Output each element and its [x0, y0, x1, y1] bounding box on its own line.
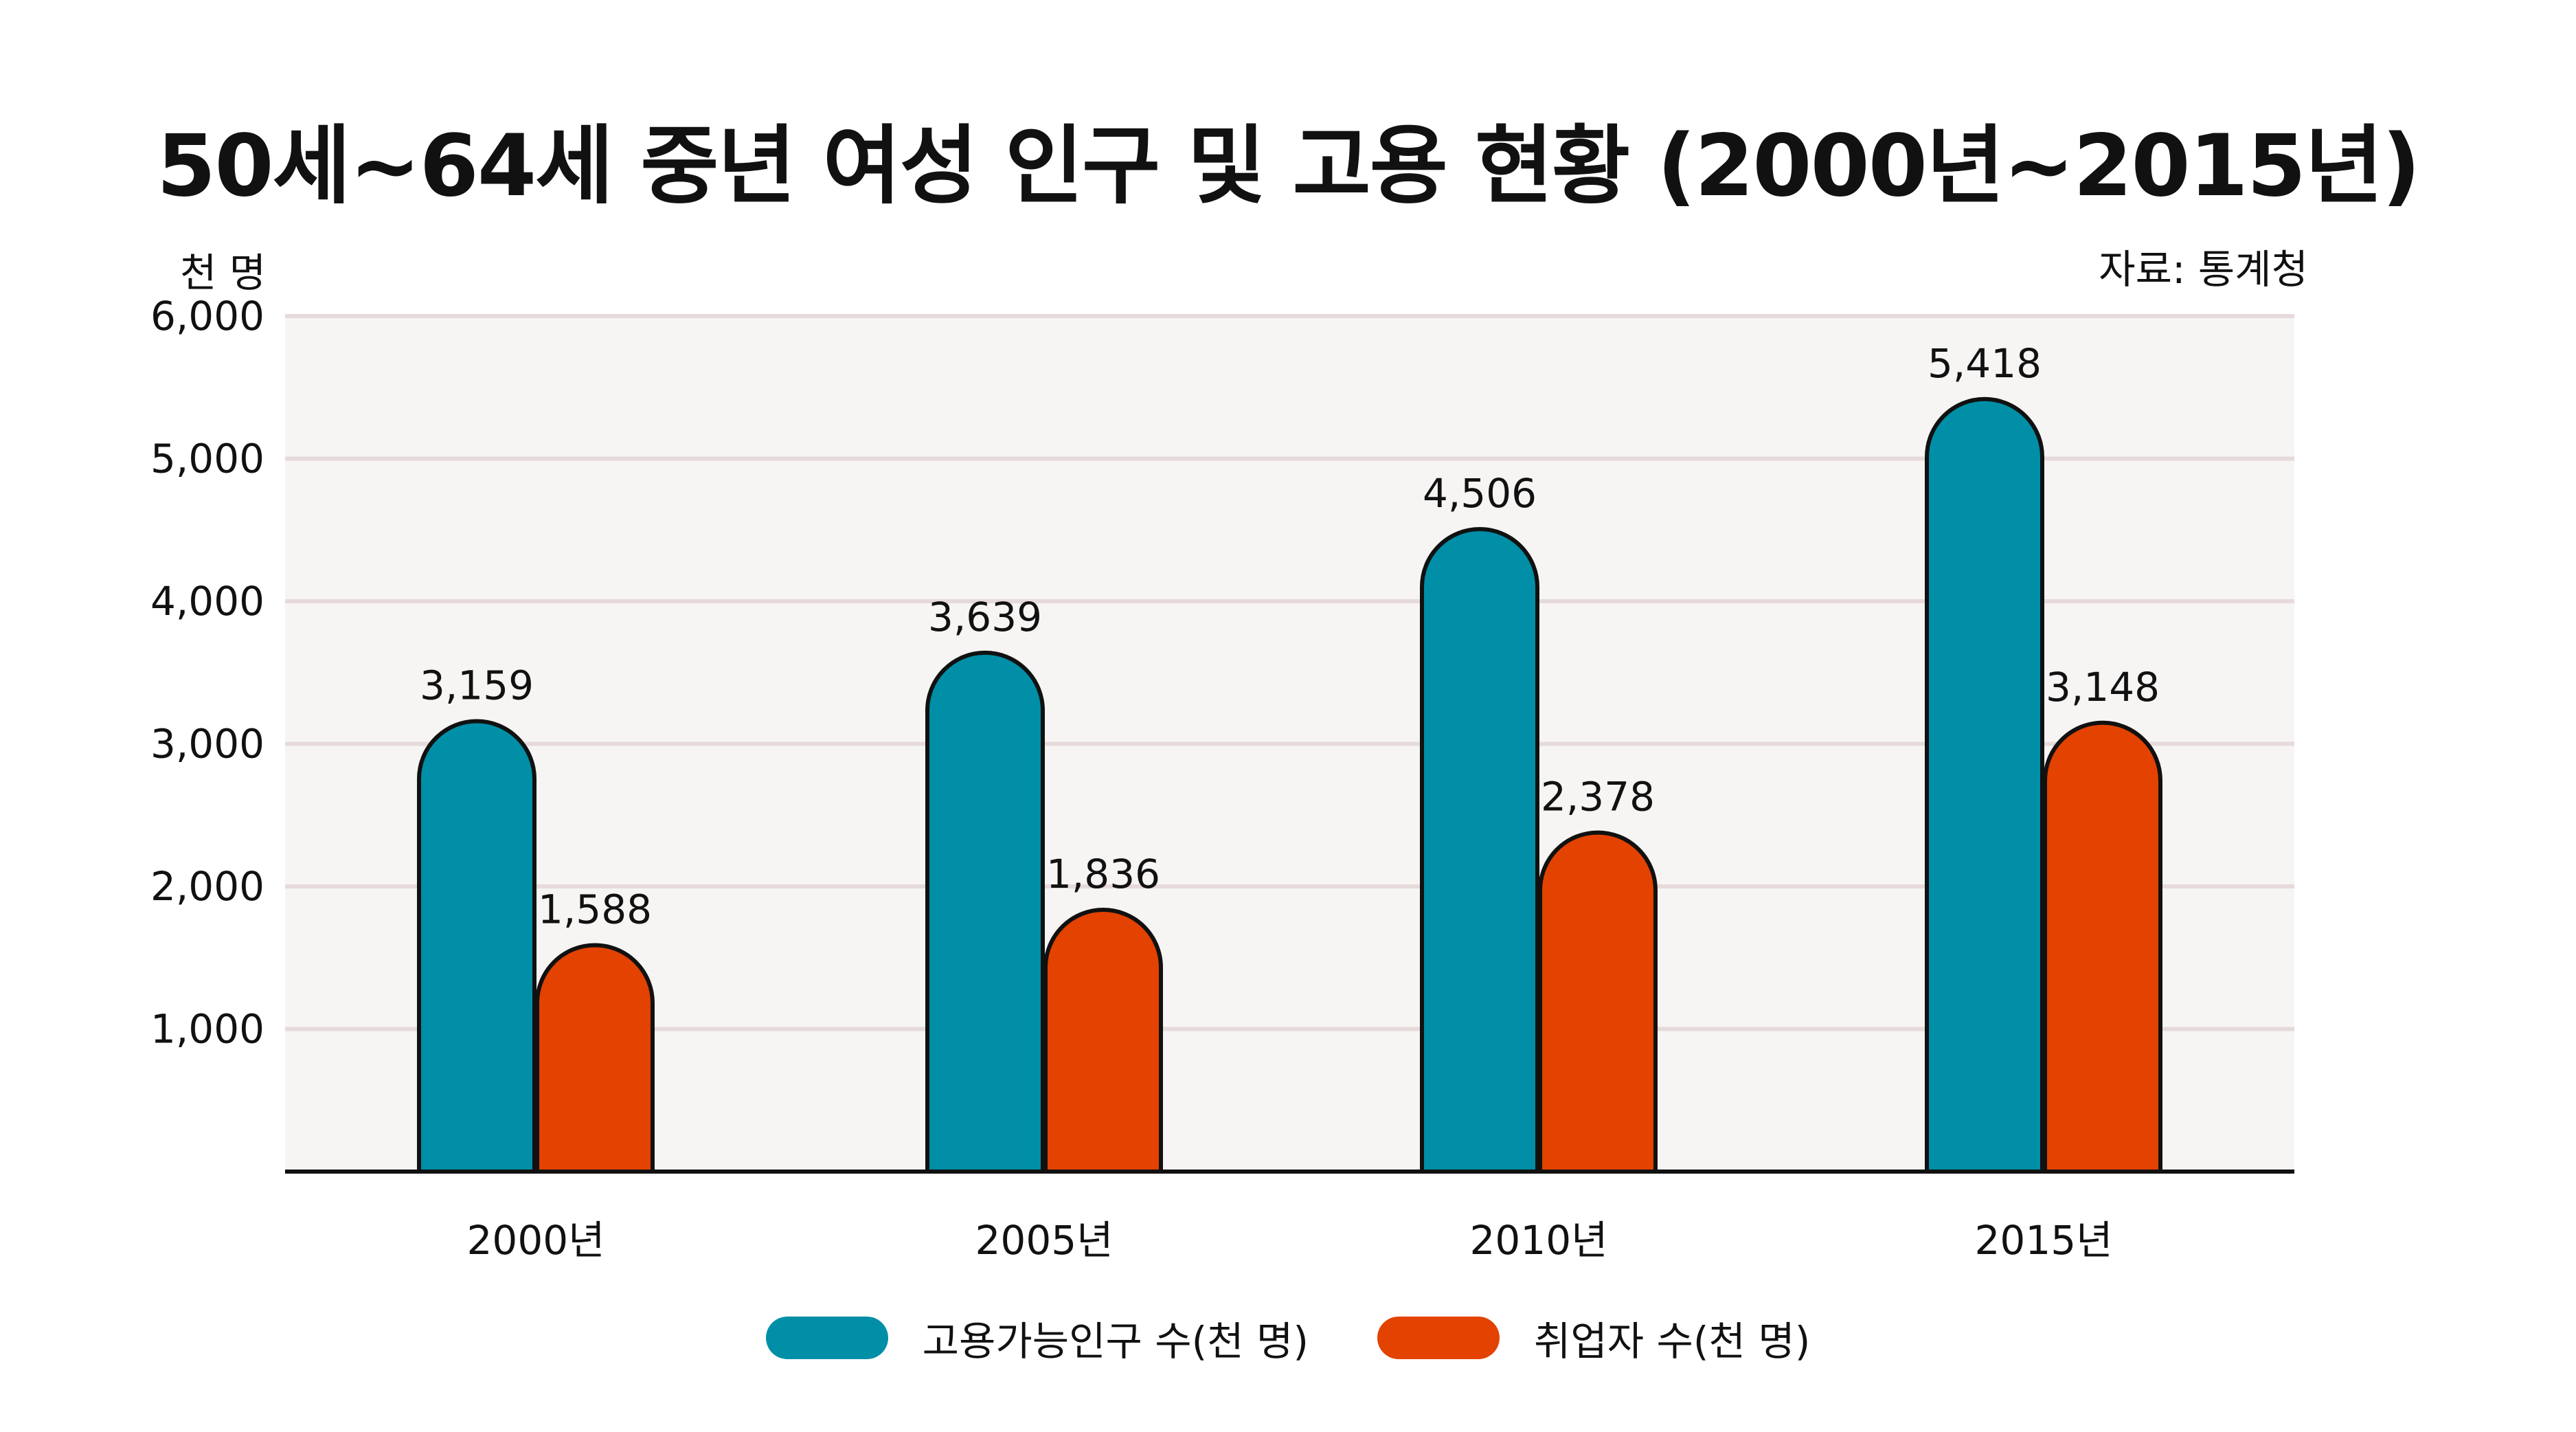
- legend-item-series-1: 고용가능인구 수(천 명): [765, 1309, 1309, 1367]
- data-label: 3,639: [928, 594, 1042, 640]
- bar-2-4: [2043, 720, 2162, 1174]
- y-tick-label: 3,000: [150, 721, 264, 768]
- y-tick-label: 2,000: [150, 863, 264, 910]
- bar-1-1: [417, 719, 536, 1174]
- x-tick-label: 2015년: [1975, 1217, 2113, 1264]
- data-label: 1,836: [1046, 851, 1160, 897]
- data-label: 4,506: [1423, 470, 1537, 517]
- bar-2-3: [1538, 830, 1658, 1174]
- data-label: 2,378: [1541, 774, 1655, 820]
- legend-label-series-1: 고용가능인구 수(천 명): [922, 1318, 1309, 1365]
- bars: 3,159 1,588 3,639 1,836 4,506 2,378 5,418 3,148: [417, 340, 2162, 1174]
- bar-1-3: [1420, 527, 1539, 1174]
- legend-item-series-2: 취업자 수(천 명): [1377, 1309, 1810, 1367]
- data-label: 3,159: [420, 662, 534, 709]
- x-tick-label: 2005년: [975, 1217, 1114, 1264]
- legend-label-series-2: 취업자 수(천 명): [1534, 1318, 1811, 1365]
- chart-title: 50세~64세 중년 여성 인구 및 고용 현황 (2000년~2015년): [157, 117, 2421, 216]
- data-label: 5,418: [1928, 340, 2042, 387]
- y-tick-label: 4,000: [150, 578, 264, 625]
- data-label: 3,148: [2046, 664, 2160, 711]
- y-axis-ticks: 1,000 2,000 3,000 4,000 5,000 6,000: [150, 293, 264, 1053]
- legend-swatch-series-2: [1377, 1317, 1500, 1359]
- y-tick-label: 1,000: [150, 1006, 264, 1053]
- legend-swatch-series-1: [765, 1317, 888, 1359]
- source-note: 자료: 통계청: [2099, 246, 2308, 293]
- bar-1-2: [925, 650, 1045, 1174]
- x-tick-label: 2010년: [1470, 1217, 1608, 1264]
- bar-2-1: [535, 943, 655, 1174]
- x-axis-ticks: 2000년 2005년 2010년 2015년: [467, 1217, 2113, 1264]
- data-label: 1,588: [538, 886, 652, 932]
- y-tick-label: 5,000: [150, 436, 264, 482]
- bar-2-2: [1043, 908, 1163, 1174]
- legend: 고용가능인구 수(천 명) 취업자 수(천 명): [0, 1309, 2576, 1367]
- bar-1-4: [1925, 396, 2044, 1174]
- x-tick-label: 2000년: [467, 1217, 605, 1264]
- y-tick-label: 6,000: [150, 293, 264, 339]
- y-axis-unit-label: 천 명: [180, 249, 267, 296]
